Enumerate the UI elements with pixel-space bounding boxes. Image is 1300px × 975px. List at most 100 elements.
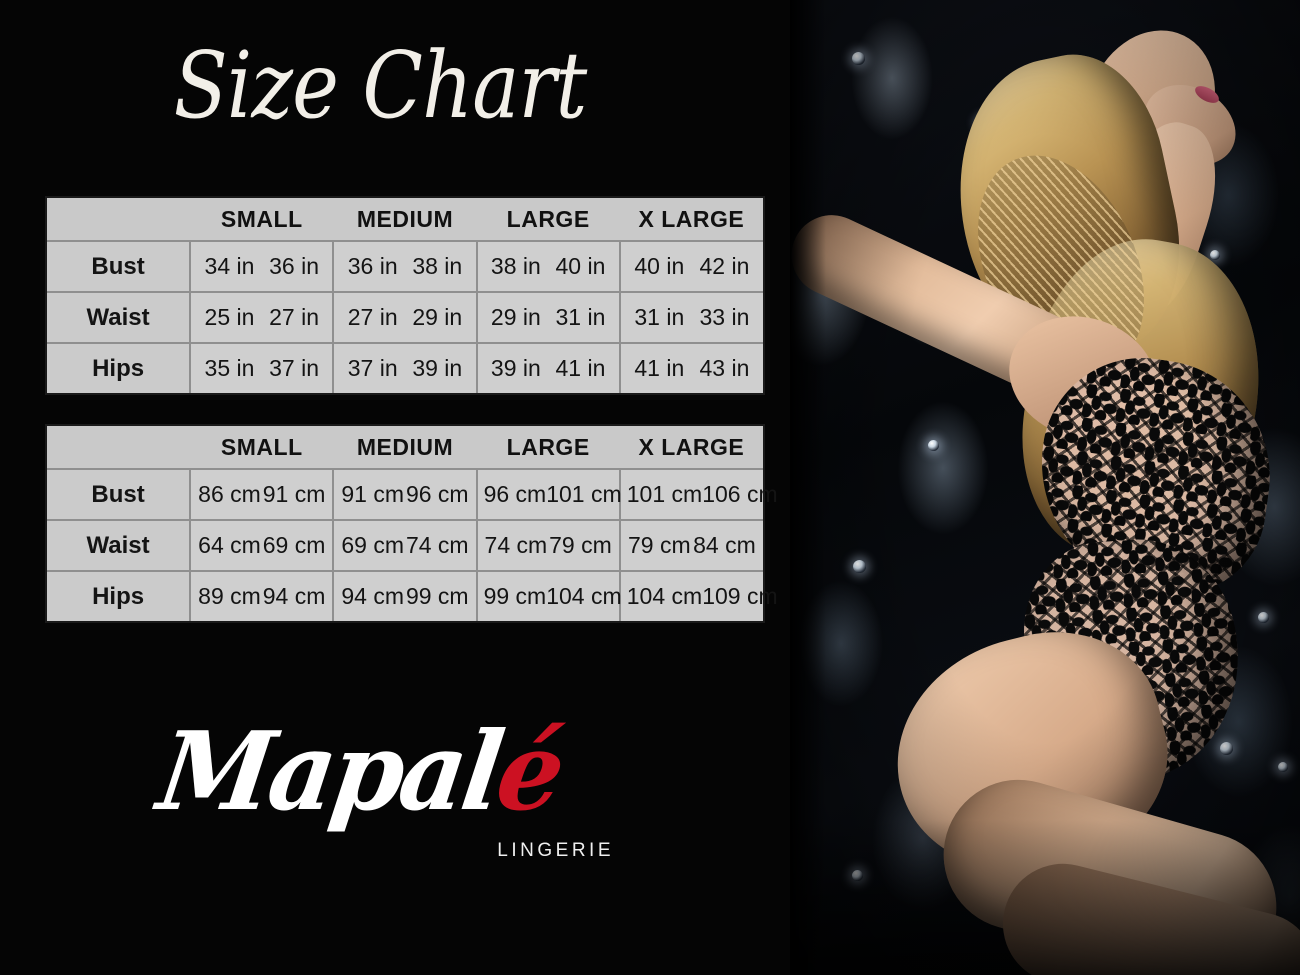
value-min: 36 in bbox=[347, 253, 398, 279]
cell-waist-small: 25 in 27 in bbox=[189, 291, 335, 343]
row-label-hips: Hips bbox=[47, 570, 192, 621]
brand-name-main: Mapal bbox=[151, 709, 508, 835]
value-min: 37 in bbox=[347, 355, 398, 381]
table-row: Hips 89 cm 94 cm 94 cm 99 cm 99 cm 104 cm 1… bbox=[47, 570, 778, 621]
value-max: 91 cm bbox=[262, 481, 326, 507]
cell-hips-xlarge: 104 cm 109 cm bbox=[618, 570, 778, 621]
cell-bust-xlarge: 101 cm 106 cm bbox=[618, 468, 778, 520]
value-max: 38 in bbox=[412, 253, 463, 279]
cell-bust-xlarge: 40 in 42 in bbox=[618, 240, 763, 292]
cell-waist-xlarge: 79 cm 84 cm bbox=[618, 519, 763, 571]
cell-hips-large: 39 in 41 in bbox=[475, 342, 621, 393]
value-min: 74 cm bbox=[484, 532, 548, 558]
row-label-waist: Waist bbox=[47, 291, 192, 343]
value-min: 91 cm bbox=[341, 481, 404, 507]
value-max: 43 in bbox=[699, 355, 750, 381]
table-row: Hips 35 in 37 in 37 in 39 in 39 in 41 in 41… bbox=[47, 342, 763, 393]
info-panel: Size Chart SMALL MEDIUM LARGE X LARGE Bu… bbox=[45, 32, 778, 896]
cell-bust-small: 86 cm 91 cm bbox=[189, 468, 335, 520]
brand-wordmark: Mapalé bbox=[151, 709, 605, 835]
value-max: 39 in bbox=[412, 355, 463, 381]
table-header-row: SMALL MEDIUM LARGE X LARGE bbox=[47, 198, 763, 241]
cell-hips-small: 89 cm 94 cm bbox=[189, 570, 335, 621]
value-min: 29 in bbox=[490, 304, 541, 330]
value-min: 69 cm bbox=[341, 532, 404, 558]
size-header-medium: MEDIUM bbox=[333, 426, 477, 469]
value-max: 99 cm bbox=[405, 583, 469, 609]
size-header-small: SMALL bbox=[190, 198, 334, 241]
photo-left-edge-fade bbox=[790, 0, 826, 975]
table-row: Waist 25 in 27 in 27 in 29 in 29 in 31 in 3… bbox=[47, 291, 763, 343]
size-header-xlarge: X LARGE bbox=[619, 198, 763, 241]
value-max: 104 cm bbox=[546, 583, 622, 609]
value-max: 29 in bbox=[412, 304, 463, 330]
cell-bust-large: 38 in 40 in bbox=[475, 240, 621, 292]
cell-waist-xlarge: 31 in 33 in bbox=[618, 291, 763, 343]
page-title: Size Chart bbox=[173, 32, 588, 139]
table-row: Bust 86 cm 91 cm 91 cm 96 cm 96 cm 101 cm 1… bbox=[47, 468, 778, 520]
table-corner-cell bbox=[47, 426, 191, 469]
photo-bottom-shadow bbox=[790, 820, 1300, 975]
value-min: 38 in bbox=[490, 253, 541, 279]
cell-hips-xlarge: 41 in 43 in bbox=[618, 342, 763, 393]
cell-waist-large: 74 cm 79 cm bbox=[475, 519, 621, 571]
value-max: 84 cm bbox=[693, 532, 756, 558]
value-min: 41 in bbox=[634, 355, 685, 381]
value-min: 64 cm bbox=[198, 532, 261, 558]
row-label-waist: Waist bbox=[47, 519, 192, 571]
value-max: 74 cm bbox=[405, 532, 469, 558]
value-max: 69 cm bbox=[262, 532, 326, 558]
value-max: 41 in bbox=[555, 355, 606, 381]
value-max: 109 cm bbox=[702, 583, 778, 609]
value-max: 31 in bbox=[555, 304, 606, 330]
value-max: 36 in bbox=[269, 253, 320, 279]
cell-bust-small: 34 in 36 in bbox=[189, 240, 335, 292]
cell-waist-medium: 69 cm 74 cm bbox=[332, 519, 478, 571]
cell-bust-medium: 36 in 38 in bbox=[332, 240, 478, 292]
value-max: 27 in bbox=[269, 304, 320, 330]
value-min: 39 in bbox=[490, 355, 541, 381]
model-figure bbox=[790, 0, 1300, 975]
size-header-large: LARGE bbox=[476, 198, 620, 241]
size-header-small: SMALL bbox=[190, 426, 334, 469]
value-min: 34 in bbox=[204, 253, 255, 279]
cell-waist-large: 29 in 31 in bbox=[475, 291, 621, 343]
brand-tagline: LINGERIE bbox=[497, 840, 614, 861]
cell-hips-medium: 94 cm 99 cm bbox=[332, 570, 478, 621]
row-label-hips: Hips bbox=[47, 342, 192, 393]
brand-logo: Mapalé LINGERIE bbox=[151, 709, 620, 896]
size-table-inches: SMALL MEDIUM LARGE X LARGE Bust 34 in 36 … bbox=[45, 196, 765, 395]
value-max: 106 cm bbox=[702, 481, 778, 507]
value-min: 27 in bbox=[347, 304, 398, 330]
value-min: 89 cm bbox=[198, 583, 261, 609]
value-min: 31 in bbox=[634, 304, 685, 330]
value-min: 96 cm bbox=[483, 481, 547, 507]
table-row: Bust 34 in 36 in 36 in 38 in 38 in 40 in 40… bbox=[47, 240, 763, 292]
value-min: 25 in bbox=[204, 304, 255, 330]
value-max: 37 in bbox=[269, 355, 320, 381]
cell-waist-medium: 27 in 29 in bbox=[332, 291, 478, 343]
value-min: 104 cm bbox=[626, 583, 703, 609]
row-label-bust: Bust bbox=[47, 240, 192, 292]
value-max: 42 in bbox=[699, 253, 750, 279]
model-photo bbox=[790, 0, 1300, 975]
value-max: 94 cm bbox=[262, 583, 326, 609]
value-min: 35 in bbox=[204, 355, 255, 381]
size-header-large: LARGE bbox=[476, 426, 620, 469]
value-min: 40 in bbox=[634, 253, 685, 279]
value-min: 79 cm bbox=[627, 532, 691, 558]
size-table-cm: SMALL MEDIUM LARGE X LARGE Bust 86 cm 91 … bbox=[45, 424, 778, 623]
table-row: Waist 64 cm 69 cm 69 cm 74 cm 74 cm 79 cm 7… bbox=[47, 519, 763, 571]
size-header-xlarge: X LARGE bbox=[619, 426, 763, 469]
value-max: 33 in bbox=[699, 304, 750, 330]
size-header-medium: MEDIUM bbox=[333, 198, 477, 241]
value-min: 86 cm bbox=[198, 481, 261, 507]
table-header-row: SMALL MEDIUM LARGE X LARGE bbox=[47, 426, 763, 469]
row-label-bust: Bust bbox=[47, 468, 192, 520]
cell-hips-small: 35 in 37 in bbox=[189, 342, 335, 393]
value-min: 94 cm bbox=[341, 583, 404, 609]
value-max: 101 cm bbox=[546, 481, 622, 507]
value-min: 99 cm bbox=[483, 583, 547, 609]
table-corner-cell bbox=[47, 198, 191, 241]
